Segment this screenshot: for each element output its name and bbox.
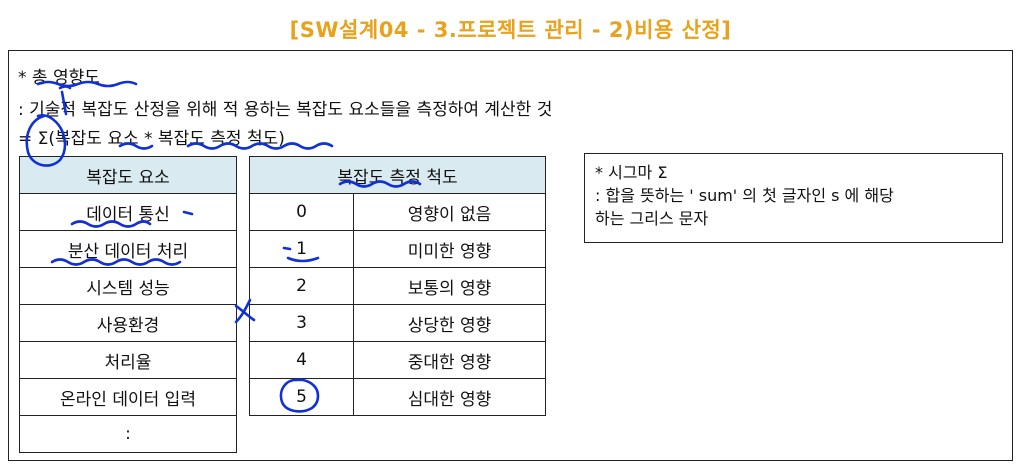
table-row: 사용환경 <box>19 304 237 342</box>
meaning-cell: 중대한 영향 <box>353 341 546 379</box>
table-row: 처리율 <box>19 341 237 379</box>
content-frame <box>8 50 1013 461</box>
sigma-note-title: * 시그마 Σ <box>595 163 668 182</box>
scale-header: 복잡도 측정 척도 <box>249 156 546 194</box>
table-row: 3 상당한 영향 <box>249 304 546 342</box>
section-heading: * 총 영향도 <box>18 68 100 88</box>
measurement-scale-table: 복잡도 측정 척도 0 영향이 없음 1 미미한 영향 2 보통의 영향 3 상당한 영… <box>249 156 546 416</box>
table-row: 5 심대한 영향 <box>249 378 546 416</box>
element-cell: 사용환경 <box>19 304 237 342</box>
score-cell: 1 <box>249 230 354 268</box>
table-row: 0 영향이 없음 <box>249 193 546 231</box>
element-cell: 시스템 성능 <box>19 267 237 305</box>
element-cell: 데이터 통신 <box>19 193 237 231</box>
table-row: 분산 데이터 처리 <box>19 230 237 268</box>
table-row: 2 보통의 영향 <box>249 267 546 305</box>
score-cell: 2 <box>249 267 354 305</box>
element-cell: 처리율 <box>19 341 237 379</box>
element-cell: : <box>19 415 237 453</box>
score-cell: 5 <box>249 378 354 416</box>
meaning-cell: 상당한 영향 <box>353 304 546 342</box>
table-row: 온라인 데이터 입력 <box>19 378 237 416</box>
table-row: 1 미미한 영향 <box>249 230 546 268</box>
score-cell: 3 <box>249 304 354 342</box>
definition-text: : 기술적 복잡도 산정을 위해 적 용하는 복잡도 요소들을 측정하여 계산한… <box>18 100 553 120</box>
meaning-cell: 미미한 영향 <box>353 230 546 268</box>
elements-header: 복잡도 요소 <box>19 156 237 194</box>
table-row: 시스템 성능 <box>19 267 237 305</box>
score-cell: 4 <box>249 341 354 379</box>
formula-text: = Σ(복잡도 요소 * 복잡도 측정 척도) <box>18 129 285 149</box>
meaning-cell: 영향이 없음 <box>353 193 546 231</box>
sigma-note-box: * 시그마 Σ : 합을 뜻하는 ' sum' 의 첫 글자인 s 에 해당 하… <box>584 153 1003 243</box>
meaning-cell: 심대한 영향 <box>353 378 546 416</box>
meaning-cell: 보통의 영향 <box>353 267 546 305</box>
score-cell: 0 <box>249 193 354 231</box>
sigma-note-line: : 합을 뜻하는 ' sum' 의 첫 글자인 s 에 해당 <box>595 186 894 205</box>
sigma-note-line: 하는 그리스 문자 <box>595 209 709 228</box>
element-cell: 분산 데이터 처리 <box>19 230 237 268</box>
complexity-elements-table: 복잡도 요소 데이터 통신 분산 데이터 처리 시스템 성능 사용환경 처리율 … <box>19 156 237 453</box>
element-cell: 온라인 데이터 입력 <box>19 378 237 416</box>
table-row: : <box>19 415 237 453</box>
page-title: [SW설계04 - 3.프로젝트 관리 - 2)비용 산정] <box>289 18 732 42</box>
table-row: 4 중대한 영향 <box>249 341 546 379</box>
table-row: 데이터 통신 <box>19 193 237 231</box>
